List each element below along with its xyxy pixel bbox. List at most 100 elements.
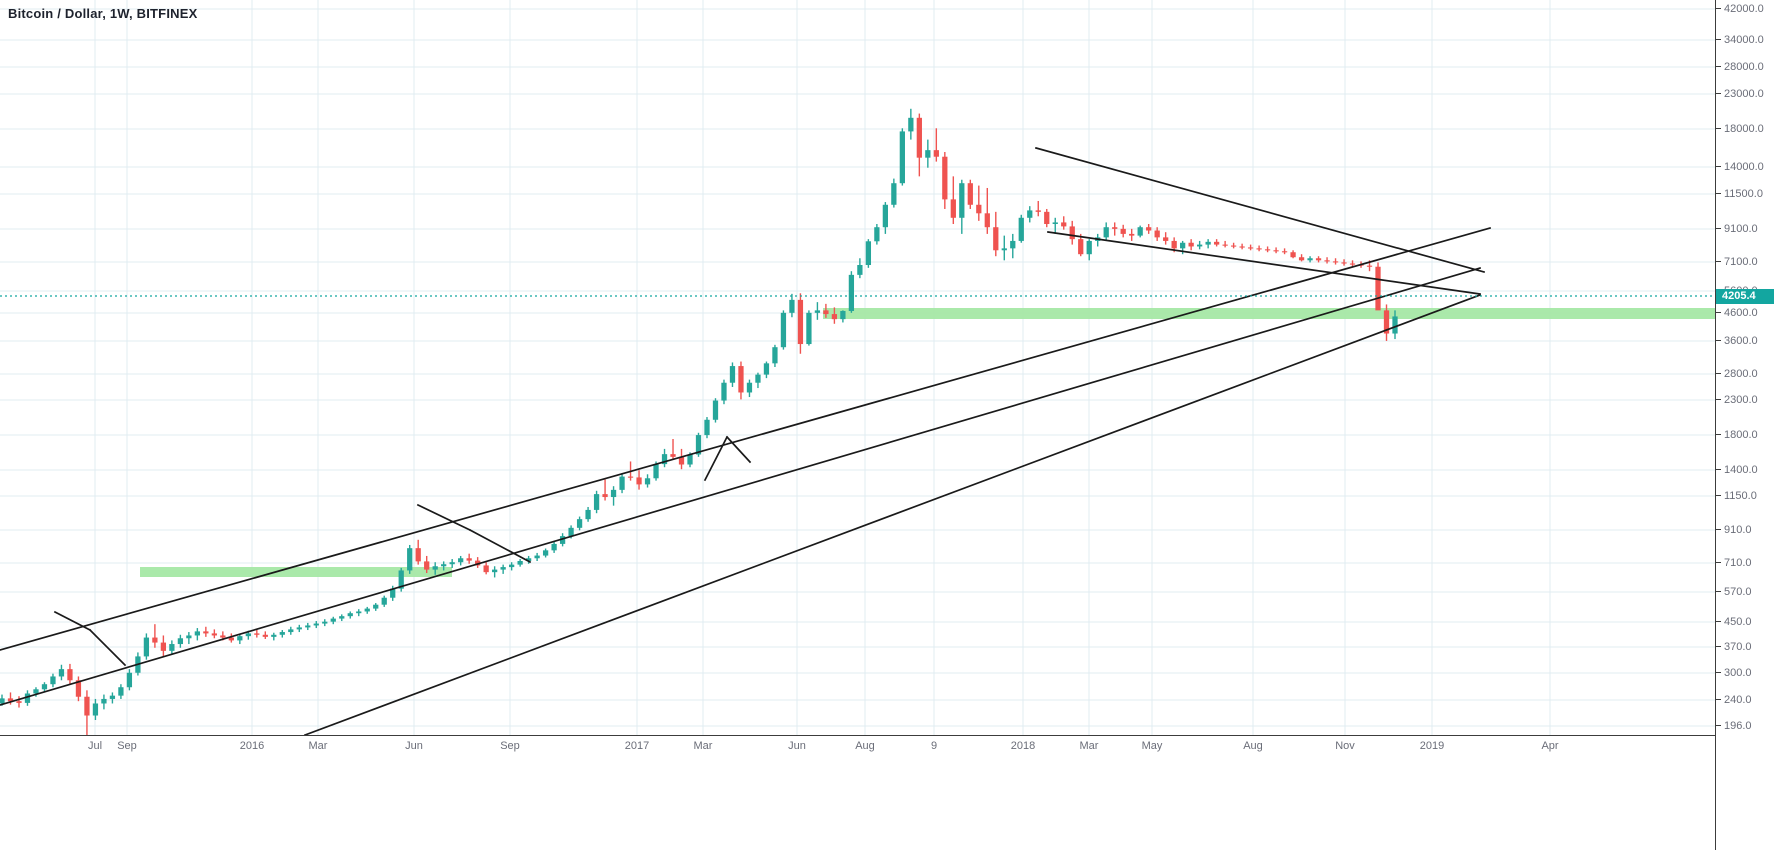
price-axis-tick-label: 23000.0	[1724, 88, 1764, 100]
time-axis-tick-label: Apr	[1541, 740, 1559, 752]
price-axis-tick-label: 300.0	[1724, 667, 1752, 679]
current-price-value: 4205.4	[1722, 290, 1756, 302]
price-axis-tick-label: 2300.0	[1724, 394, 1758, 406]
tick-dash	[1716, 434, 1721, 435]
axis-corner	[1715, 735, 1774, 850]
time-axis-tick-label: Mar	[693, 740, 713, 752]
price-axis-tick-label: 11500.0	[1724, 188, 1763, 200]
price-axis-tick-label: 910.0	[1724, 524, 1752, 536]
price-axis-tick: 28000.0	[1716, 61, 1774, 73]
price-axis-tick: 4600.0	[1716, 307, 1774, 319]
tick-dash	[1716, 562, 1721, 563]
horizontal-gridlines	[0, 8, 1715, 727]
time-axis-tick-label: Sep	[500, 740, 520, 752]
time-axis-background	[0, 757, 1715, 850]
price-axis-tick: 3600.0	[1716, 335, 1774, 347]
tick-dash	[1716, 646, 1721, 647]
price-axis-tick-label: 9100.0	[1724, 223, 1758, 235]
page-title: Bitcoin / Dollar, 1W, BITFINEX	[8, 6, 198, 21]
tick-dash	[1716, 312, 1721, 313]
tick-dash	[1716, 672, 1721, 673]
price-axis-tick: 23000.0	[1716, 88, 1774, 100]
time-axis-tick-label: Jun	[405, 740, 423, 752]
price-axis-tick: 9100.0	[1716, 223, 1774, 235]
price-axis-tick-label: 28000.0	[1724, 61, 1764, 73]
price-axis-tick-label: 370.0	[1724, 641, 1752, 653]
tick-dash	[1716, 228, 1721, 229]
price-axis-tick: 2300.0	[1716, 394, 1774, 406]
price-axis-tick-label: 3600.0	[1724, 335, 1758, 347]
price-axis-tick: 2800.0	[1716, 368, 1774, 380]
price-axis-tick: 14000.0	[1716, 161, 1774, 173]
price-axis-tick-label: 1400.0	[1724, 464, 1758, 476]
time-axis-tick-label: Jun	[788, 740, 806, 752]
price-axis-tick-label: 7100.0	[1724, 256, 1758, 268]
tick-dash	[1716, 39, 1721, 40]
tick-dash	[1716, 621, 1721, 622]
price-axis-tick-label: 570.0	[1724, 586, 1752, 598]
price-axis-tick-label: 196.0	[1724, 720, 1752, 732]
chart-canvas	[0, 0, 1715, 735]
trendlines[interactable]	[0, 146, 1492, 735]
chart-plot-area[interactable]	[0, 0, 1715, 735]
vertical-gridlines	[94, 0, 1551, 735]
price-axis-tick-label: 34000.0	[1724, 34, 1764, 46]
time-axis-tick-label: Mar	[308, 740, 328, 752]
time-axis-tick-label: 2019	[1419, 740, 1445, 752]
time-axis-tick-label: May	[1141, 740, 1163, 752]
time-axis-tick-label: Sep	[117, 740, 137, 752]
time-axis-tick-label: Aug	[1243, 740, 1263, 752]
tick-dash	[1716, 66, 1721, 67]
price-axis-tick-label: 450.0	[1724, 616, 1752, 628]
price-axis-tick: 710.0	[1716, 557, 1774, 569]
tick-dash	[1716, 166, 1721, 167]
price-axis-tick: 34000.0	[1716, 34, 1774, 46]
price-axis-tick: 910.0	[1716, 524, 1774, 536]
tick-dash	[1716, 128, 1721, 129]
price-axis-tick-label: 2800.0	[1724, 368, 1758, 380]
price-axis-tick: 1400.0	[1716, 464, 1774, 476]
time-axis-tick-label: Aug	[855, 740, 875, 752]
tick-dash	[1716, 725, 1721, 726]
tick-dash	[1716, 591, 1721, 592]
price-axis-tick: 1800.0	[1716, 429, 1774, 441]
price-axis-tick-label: 4600.0	[1724, 307, 1758, 319]
price-axis-tick: 300.0	[1716, 667, 1774, 679]
time-axis-tick-label: Jul	[87, 740, 103, 752]
tick-dash	[1716, 193, 1721, 194]
tick-dash	[1716, 699, 1721, 700]
price-axis-tick: 370.0	[1716, 641, 1774, 653]
price-axis-tick: 18000.0	[1716, 123, 1774, 135]
tick-dash	[1716, 469, 1721, 470]
current-price-badge: 4205.4	[1716, 289, 1774, 304]
price-axis-tick: 7100.0	[1716, 256, 1774, 268]
tick-dash	[1716, 399, 1721, 400]
price-axis-tick-label: 14000.0	[1724, 161, 1764, 173]
price-axis-tick: 196.0	[1716, 720, 1774, 732]
price-axis-tick-label: 42000.0	[1724, 3, 1764, 15]
time-axis[interactable]: Jul Sep 2016 Mar Jun Sep 2017 Mar Jun Aug 9 2018 Mar…	[0, 735, 1715, 758]
price-axis-tick-label: 240.0	[1724, 694, 1752, 706]
tick-dash	[1716, 529, 1721, 530]
time-axis-tick-label: Nov	[1335, 740, 1355, 752]
tick-dash	[1716, 8, 1721, 9]
price-axis-tick-label: 1150.0	[1724, 490, 1757, 502]
time-axis-tick-label: 2016	[239, 740, 265, 752]
time-axis-tick-label: 2017	[624, 740, 650, 752]
price-axis[interactable]: 4205.4 42000.0 34000.0 28000.0 23000.0 18000…	[1715, 0, 1774, 735]
price-axis-tick-label: 1800.0	[1724, 429, 1758, 441]
price-axis-tick-label: 18000.0	[1724, 123, 1764, 135]
price-axis-tick: 450.0	[1716, 616, 1774, 628]
price-axis-tick: 42000.0	[1716, 3, 1774, 15]
price-axis-tick: 11500.0	[1716, 188, 1774, 200]
tick-dash	[1716, 93, 1721, 94]
price-axis-tick: 1150.0	[1716, 490, 1774, 502]
tick-dash	[1716, 340, 1721, 341]
tick-dash	[1716, 261, 1721, 262]
price-axis-tick: 570.0	[1716, 586, 1774, 598]
price-axis-tick: 240.0	[1716, 694, 1774, 706]
support-zones	[140, 308, 1715, 577]
candlestick-series	[0, 108, 1398, 735]
time-axis-tick-label: 2018	[1010, 740, 1036, 752]
